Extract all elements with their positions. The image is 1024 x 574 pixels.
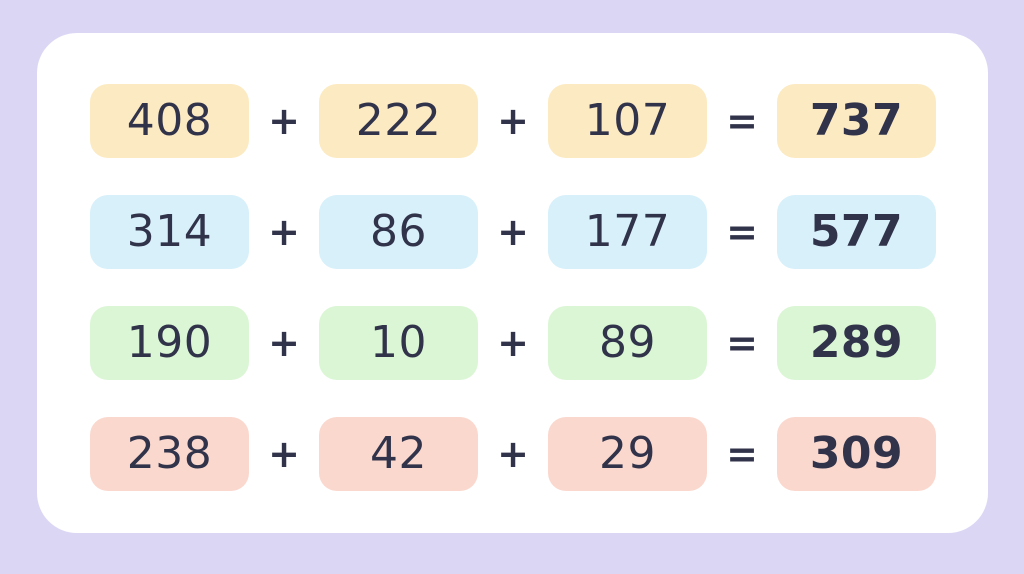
plus-operator: +	[268, 432, 300, 476]
plus-operator: +	[497, 99, 529, 143]
operand-box: 222	[319, 84, 478, 158]
plus-operator: +	[268, 210, 300, 254]
equations-card: 408 + 222 + 107 = 737 314 + 86 + 177 = 5…	[37, 33, 988, 533]
operand-box: 238	[90, 417, 249, 491]
operand-box: 42	[319, 417, 478, 491]
equation-row: 238 + 42 + 29 = 309	[90, 417, 936, 491]
equals-operator: =	[726, 99, 758, 143]
plus-operator: +	[497, 321, 529, 365]
operand-box: 190	[90, 306, 249, 380]
plus-operator: +	[268, 99, 300, 143]
equals-operator: =	[726, 321, 758, 365]
equals-operator: =	[726, 210, 758, 254]
plus-operator: +	[497, 432, 529, 476]
plus-operator: +	[268, 321, 300, 365]
operand-box: 314	[90, 195, 249, 269]
operand-box: 29	[548, 417, 707, 491]
operand-box: 177	[548, 195, 707, 269]
equation-row: 408 + 222 + 107 = 737	[90, 84, 936, 158]
operand-box: 107	[548, 84, 707, 158]
operand-box: 89	[548, 306, 707, 380]
plus-operator: +	[497, 210, 529, 254]
operand-box: 408	[90, 84, 249, 158]
operand-box: 10	[319, 306, 478, 380]
result-box: 737	[777, 84, 936, 158]
equals-operator: =	[726, 432, 758, 476]
result-box: 289	[777, 306, 936, 380]
result-box: 577	[777, 195, 936, 269]
equation-row: 314 + 86 + 177 = 577	[90, 195, 936, 269]
result-box: 309	[777, 417, 936, 491]
equation-row: 190 + 10 + 89 = 289	[90, 306, 936, 380]
operand-box: 86	[319, 195, 478, 269]
